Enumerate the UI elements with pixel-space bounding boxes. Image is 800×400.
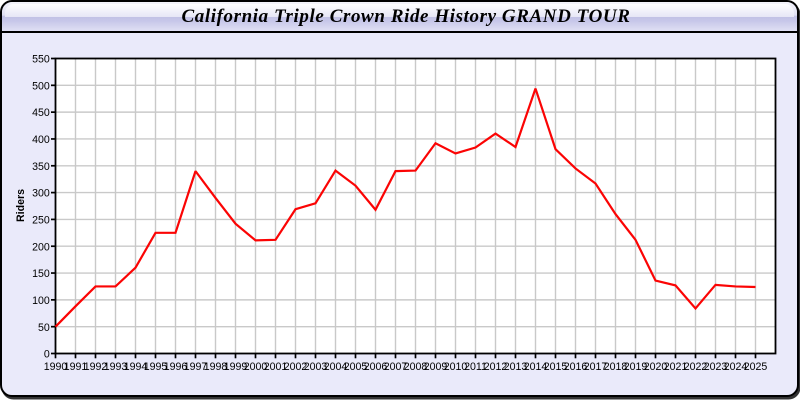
svg-text:2001: 2001 (264, 361, 288, 373)
svg-text:2003: 2003 (304, 361, 328, 373)
svg-text:200: 200 (32, 241, 50, 253)
svg-text:0: 0 (44, 349, 50, 361)
svg-text:2007: 2007 (384, 361, 408, 373)
svg-text:150: 150 (32, 268, 50, 280)
svg-text:350: 350 (32, 161, 50, 173)
svg-text:1999: 1999 (224, 361, 248, 373)
svg-text:550: 550 (32, 54, 50, 66)
svg-text:2012: 2012 (484, 361, 508, 373)
svg-text:250: 250 (32, 215, 50, 227)
svg-text:2020: 2020 (644, 361, 668, 373)
svg-text:1997: 1997 (184, 361, 208, 373)
svg-text:1996: 1996 (164, 361, 188, 373)
svg-text:400: 400 (32, 134, 50, 146)
svg-text:2015: 2015 (544, 361, 568, 373)
svg-text:1990: 1990 (44, 361, 68, 373)
svg-text:1998: 1998 (204, 361, 228, 373)
svg-text:1994: 1994 (124, 361, 148, 373)
svg-text:2011: 2011 (464, 361, 487, 373)
svg-text:2013: 2013 (504, 361, 528, 373)
svg-text:2006: 2006 (364, 361, 388, 373)
svg-text:2016: 2016 (564, 361, 588, 373)
svg-text:1993: 1993 (104, 361, 128, 373)
svg-text:1995: 1995 (144, 361, 168, 373)
svg-text:2023: 2023 (704, 361, 728, 373)
svg-text:2009: 2009 (424, 361, 448, 373)
svg-text:2005: 2005 (344, 361, 368, 373)
svg-text:2025: 2025 (744, 361, 768, 373)
svg-text:300: 300 (32, 188, 50, 200)
svg-text:2010: 2010 (444, 361, 468, 373)
svg-text:500: 500 (32, 80, 50, 92)
svg-text:1992: 1992 (84, 361, 108, 373)
svg-text:50: 50 (38, 322, 50, 334)
svg-text:2017: 2017 (584, 361, 608, 373)
svg-text:2019: 2019 (624, 361, 648, 373)
svg-text:2021: 2021 (664, 361, 688, 373)
svg-text:2000: 2000 (244, 361, 268, 373)
svg-text:100: 100 (32, 295, 50, 307)
svg-text:Riders: Riders (15, 189, 27, 222)
svg-text:2024: 2024 (724, 361, 748, 373)
svg-text:1991: 1991 (64, 361, 88, 373)
svg-text:2008: 2008 (404, 361, 428, 373)
svg-text:2004: 2004 (324, 361, 348, 373)
svg-text:2002: 2002 (284, 361, 308, 373)
svg-text:2022: 2022 (684, 361, 708, 373)
svg-text:2018: 2018 (604, 361, 628, 373)
svg-text:2014: 2014 (524, 361, 548, 373)
svg-text:450: 450 (32, 107, 50, 119)
